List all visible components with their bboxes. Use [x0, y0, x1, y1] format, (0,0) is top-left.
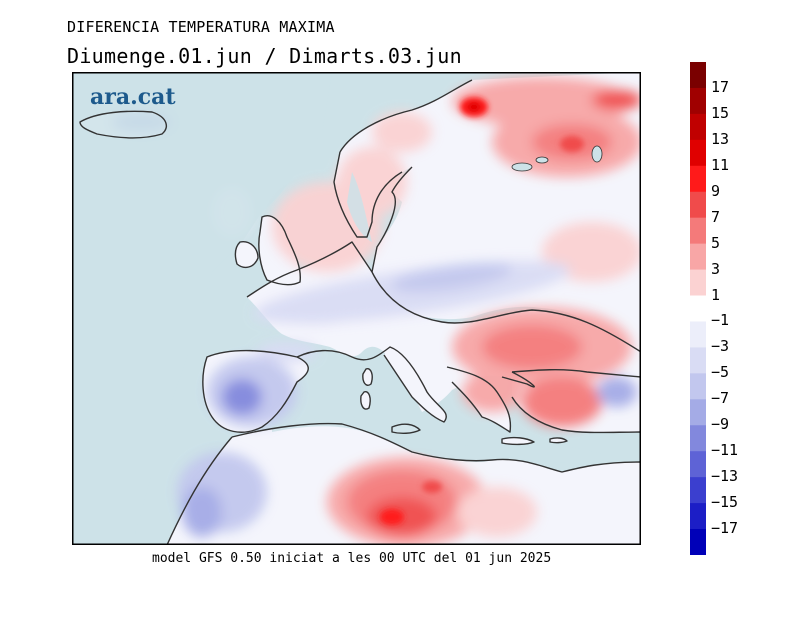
colorbar-segment — [690, 243, 706, 271]
colorbar-segment — [690, 529, 706, 555]
colorbar-segment — [690, 165, 706, 193]
colorbar-tick-label: 5 — [711, 233, 721, 252]
colorbar-tick-label: 9 — [711, 181, 721, 200]
colorbar-tick-label: −3 — [711, 337, 730, 356]
colorbar-tick-label: 7 — [711, 207, 721, 226]
colorbar-segment — [690, 139, 706, 167]
colorbar-segment — [690, 321, 706, 348]
colorbar-segment — [690, 425, 706, 452]
colorbar-tick-label: −17 — [711, 519, 739, 538]
map-frame — [72, 72, 641, 545]
colorbar-segment — [690, 269, 706, 297]
map-subtitle: Diumenge.01.jun / Dimarts.03.jun — [67, 44, 462, 68]
colorbar-tick-label: −11 — [711, 441, 739, 460]
anomaly-hotspots — [380, 97, 584, 525]
colorbar-segment — [690, 113, 706, 141]
colorbar-segment — [690, 399, 706, 426]
colorbar — [690, 62, 706, 555]
colorbar-tick-label: 11 — [711, 155, 730, 174]
colorbar-segment — [690, 62, 706, 89]
colorbar-tick-label: 3 — [711, 259, 721, 278]
colorbar-tick-label: −9 — [711, 415, 730, 434]
colorbar-segment — [690, 347, 706, 374]
temperature-difference-map — [72, 72, 641, 545]
colorbar-tick-label: 15 — [711, 103, 730, 122]
colorbar-tick-label: 1 — [711, 285, 721, 304]
colorbar-tick-label: −5 — [711, 363, 730, 382]
colorbar-segment — [690, 373, 706, 400]
coastlines — [79, 79, 641, 545]
colorbar-segment — [690, 217, 706, 245]
model-run-caption: model GFS 0.50 iniciat a les 00 UTC del … — [152, 551, 552, 566]
colorbar-segment — [690, 191, 706, 219]
map-title: DIFERENCIA TEMPERATURA MAXIMA — [67, 18, 335, 36]
colorbar-tick-label: 13 — [711, 129, 730, 148]
lakes — [511, 145, 603, 172]
sea-overlay — [72, 72, 602, 545]
colorbar-segment — [690, 295, 706, 322]
colorbar-tick-label: 17 — [711, 77, 730, 96]
colorbar-tick-label: −7 — [711, 389, 730, 408]
colorbar-segment — [690, 451, 706, 478]
aracat-logo[interactable]: ara.cat — [90, 84, 176, 110]
colorbar-tick-label: −15 — [711, 493, 739, 512]
colorbar-tick-label: −13 — [711, 467, 739, 486]
colorbar-segment — [690, 477, 706, 504]
colorbar-tick-label: −1 — [711, 311, 730, 330]
colorbar-segment — [690, 503, 706, 530]
colorbar-segment — [690, 87, 706, 115]
